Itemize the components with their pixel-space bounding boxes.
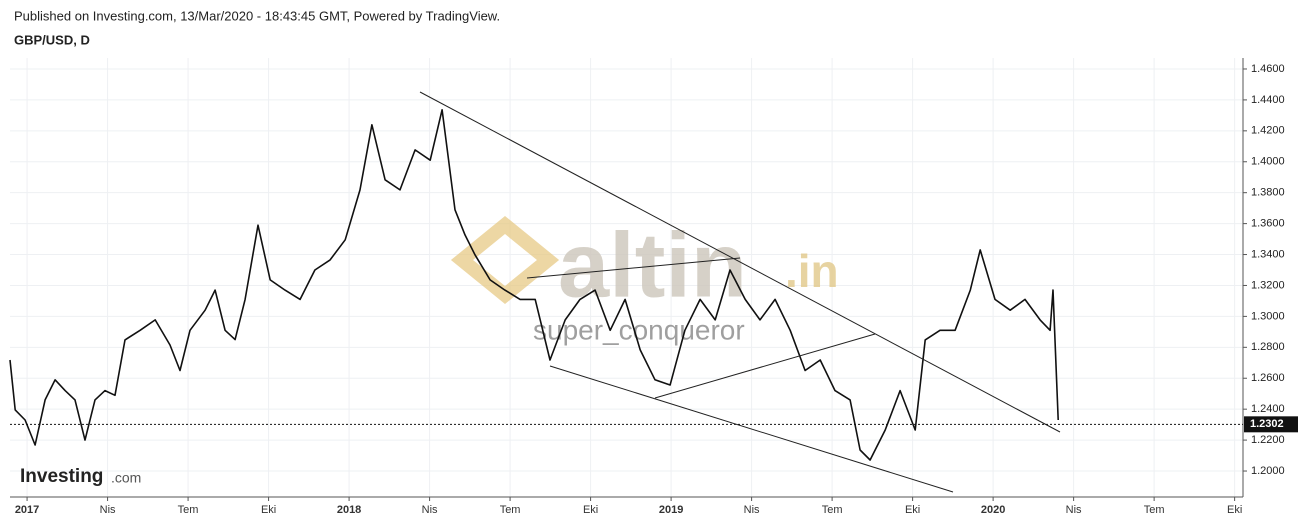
x-tick-label: 2018 xyxy=(337,504,361,516)
y-tick-label: 1.2200 xyxy=(1251,434,1285,446)
y-tick-label: 1.3200 xyxy=(1251,279,1285,291)
x-tick-label: Tem xyxy=(500,504,521,516)
watermark-icon xyxy=(450,215,560,305)
x-tick-label: 2019 xyxy=(659,504,683,516)
y-tick-label: 1.3000 xyxy=(1251,310,1285,322)
logo-suffix: .com xyxy=(111,470,141,486)
trend-line xyxy=(526,257,741,279)
x-tick-label: Eki xyxy=(583,504,598,516)
y-tick-label: 1.4000 xyxy=(1251,156,1285,168)
y-tick-label: 1.2600 xyxy=(1251,372,1285,384)
trend-line xyxy=(419,91,1061,433)
y-tick-label: 1.3600 xyxy=(1251,218,1285,230)
price-line xyxy=(9,109,1059,461)
x-tick-label: Eki xyxy=(1227,504,1242,516)
y-tick-label: 1.2400 xyxy=(1251,403,1285,415)
y-tick-label: 1.2000 xyxy=(1251,465,1285,477)
watermark-author: super_conqueror xyxy=(533,314,745,345)
x-tick-label: Nis xyxy=(100,504,116,516)
y-tick-label: 1.3400 xyxy=(1251,248,1285,260)
x-tick-label: Eki xyxy=(261,504,276,516)
published-note: Published on Investing.com, 13/Mar/2020 … xyxy=(14,8,500,23)
y-tick-label: 1.2800 xyxy=(1251,341,1285,353)
x-tick-label: Nis xyxy=(422,504,438,516)
y-tick-label: 1.3800 xyxy=(1251,187,1285,199)
x-tick-label: Nis xyxy=(744,504,760,516)
y-tick-label: 1.4600 xyxy=(1251,63,1285,75)
watermark-brand: altin xyxy=(558,214,747,316)
last-price-label: 1.2302 xyxy=(1250,418,1284,430)
y-tick-label: 1.4200 xyxy=(1251,125,1285,137)
plot xyxy=(9,109,1059,461)
x-tick-label: Eki xyxy=(905,504,920,516)
x-tick-label: Tem xyxy=(1144,504,1165,516)
x-tick-label: Nis xyxy=(1066,504,1082,516)
trend-line xyxy=(654,333,876,399)
last-price-box xyxy=(1244,416,1298,433)
watermark-suffix: .in xyxy=(785,245,839,297)
symbol: GBP/USD, D xyxy=(14,32,90,47)
x-tick-label: Tem xyxy=(178,504,199,516)
x-tick-label: 2020 xyxy=(981,504,1005,516)
x-tick-label: Tem xyxy=(822,504,843,516)
trend-line xyxy=(549,365,954,493)
x-tick-label: 2017 xyxy=(15,504,39,516)
logo-main: Investing xyxy=(20,466,103,487)
y-tick-label: 1.4400 xyxy=(1251,94,1285,106)
